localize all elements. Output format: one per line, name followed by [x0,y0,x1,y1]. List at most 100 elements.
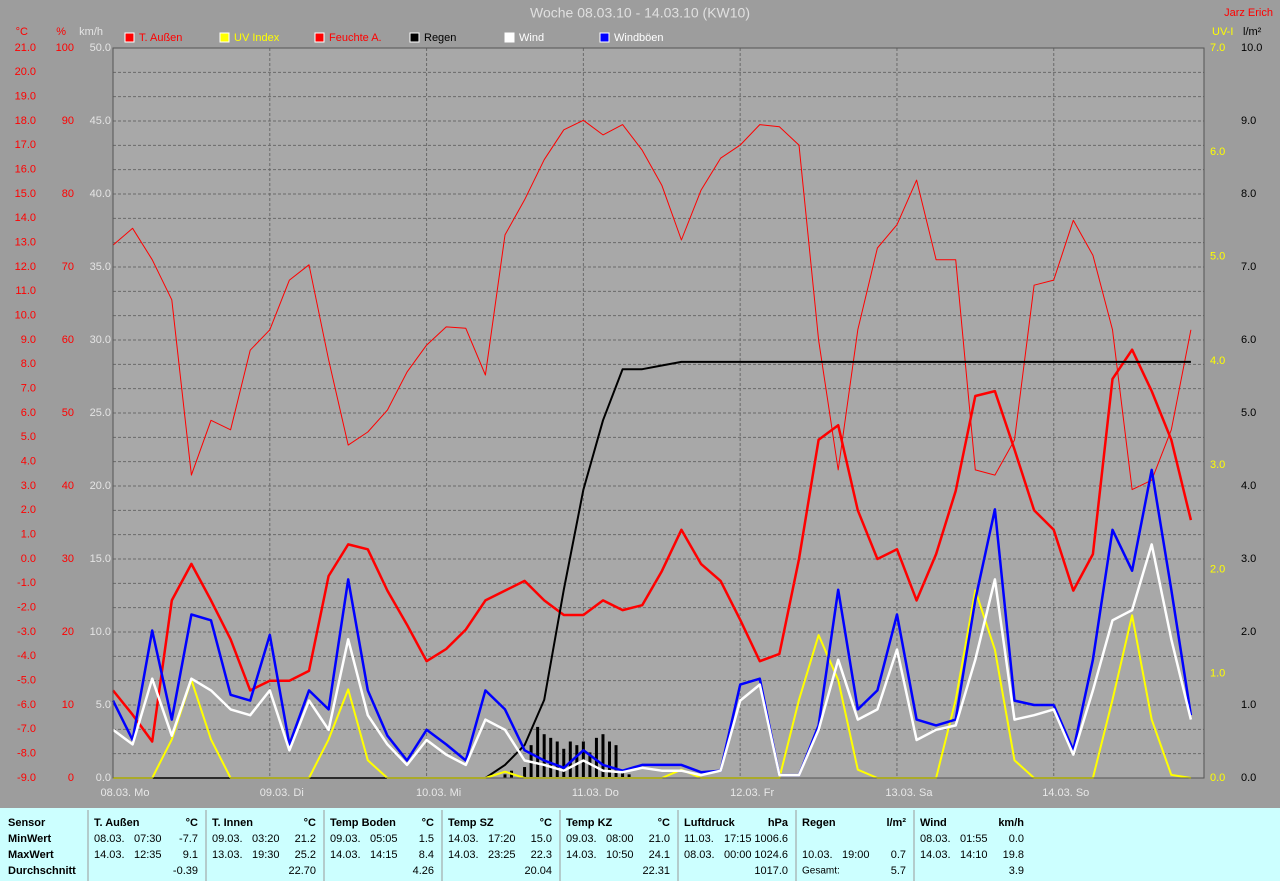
chart-title: Woche 08.03.10 - 14.03.10 (KW10) [530,5,750,21]
y-tick-label: 4.0 [21,456,36,468]
y-tick-label: 90 [62,115,74,127]
x-tick-label: 09.03. Di [260,787,304,799]
column-name: T. Außen [94,817,140,829]
cell-value: 21.0 [649,833,670,845]
cell-time: 01:55 [960,833,988,845]
cell-value: 20.04 [524,865,552,877]
legend-label: Wind [519,32,544,44]
y-tick-label: 4.0 [1210,355,1225,367]
legend-label: Windböen [614,32,664,44]
y-tick-label: 70 [62,261,74,273]
cell-time: 19:00 [842,849,870,861]
y-tick-label: 40.0 [90,188,111,200]
row-label: MaxWert [8,849,54,861]
cell-time: 19:30 [252,849,280,861]
cell-date: 09.03. [566,833,597,845]
cell-time: 00:00 [724,849,752,861]
cell-value: 24.1 [649,849,670,861]
rain-bar [523,767,527,778]
series-line [111,468,1193,777]
y-tick-label: 20.0 [90,480,111,492]
row-label: Sensor [8,817,46,829]
y-tick-label: 100 [56,42,74,54]
y-tick-label: 1.0 [1241,699,1256,711]
rain-bar [568,741,572,778]
y-tick-label: 60 [62,334,74,346]
cell-value: 3.9 [1009,865,1024,877]
cell-value: 21.2 [295,833,316,845]
column-unit: °C [304,817,316,829]
y-tick-label: 3.0 [21,480,36,492]
y-tick-label: 10.0 [15,310,36,322]
cell-note: Gesamt: [802,866,840,877]
table-background [0,808,1280,881]
y-tick-label: 17.0 [15,139,36,151]
cell-date: 14.03. [920,849,951,861]
y-tick-label: 30 [62,553,74,565]
cell-value: 1.5 [419,833,434,845]
y-tick-label: -9.0 [17,772,36,784]
legend-label: Regen [424,32,456,44]
cell-date: 08.03. [920,833,951,845]
y-tick-label: 9.0 [1241,115,1256,127]
y-tick-label: 18.0 [15,115,36,127]
column-name: Temp KZ [566,817,613,829]
series-line [112,348,1193,743]
y-tick-label: 13.0 [15,237,36,249]
cell-value: 25.2 [295,849,316,861]
series-line [112,119,1192,491]
y-tick-label: 21.0 [15,42,36,54]
cell-time: 14:15 [370,849,398,861]
plot-frame [112,47,1205,779]
column-unit: °C [422,817,434,829]
rain-bar [608,741,612,778]
y-tick-label: 80 [62,188,74,200]
column-unit: °C [658,817,670,829]
y-tick-label: -4.0 [17,650,36,662]
x-tick-label: 10.03. Mi [416,787,461,799]
y-tick-label: 6.0 [1210,146,1225,158]
cell-date: 10.03. [802,849,833,861]
cell-time: 10:50 [606,849,634,861]
column-name: Regen [802,817,836,829]
legend-label: UV Index [234,32,280,44]
rain-bar [562,748,566,778]
y-tick-label: 0.0 [96,772,111,784]
rain-bar [542,734,546,778]
x-tick-label: 08.03. Mo [101,787,150,799]
cell-time: 17:20 [488,833,516,845]
cell-time: 23:25 [488,849,516,861]
y-tick-label: 2.0 [1210,563,1225,575]
cell-date: 14.03. [94,849,125,861]
cell-time: 03:20 [252,833,280,845]
legend-swatch [124,32,135,43]
y-tick-label: 45.0 [90,115,111,127]
y-tick-label: 14.0 [15,212,36,224]
column-unit: hPa [768,817,789,829]
cell-time: 12:35 [134,849,162,861]
y-tick-label: 10 [62,699,74,711]
column-unit: °C [540,817,552,829]
y-tick-label: 8.0 [21,358,36,370]
y-tick-label: 50.0 [90,42,111,54]
cell-date: 09.03. [330,833,361,845]
column-name: T. Innen [212,817,253,829]
legend-label: Feuchte A. [329,32,382,44]
cell-value: 8.4 [419,849,434,861]
rain-bar [549,737,553,778]
cell-value: 1006.6 [754,833,788,845]
y-tick-label: 1.0 [21,529,36,541]
series-line [112,543,1193,777]
column-name: Luftdruck [684,817,736,829]
y-tick-label: -6.0 [17,699,36,711]
y-tick-label: 2.0 [21,504,36,516]
y-tick-label: 25.0 [90,407,111,419]
cell-value: 22.70 [288,865,316,877]
cell-value: -0.39 [173,865,198,877]
rain-bar [601,734,605,778]
column-unit: l/m² [886,817,906,829]
cell-value: 4.26 [413,865,434,877]
y-tick-label: 12.0 [15,261,36,273]
y-tick-label: 10.0 [1241,42,1262,54]
